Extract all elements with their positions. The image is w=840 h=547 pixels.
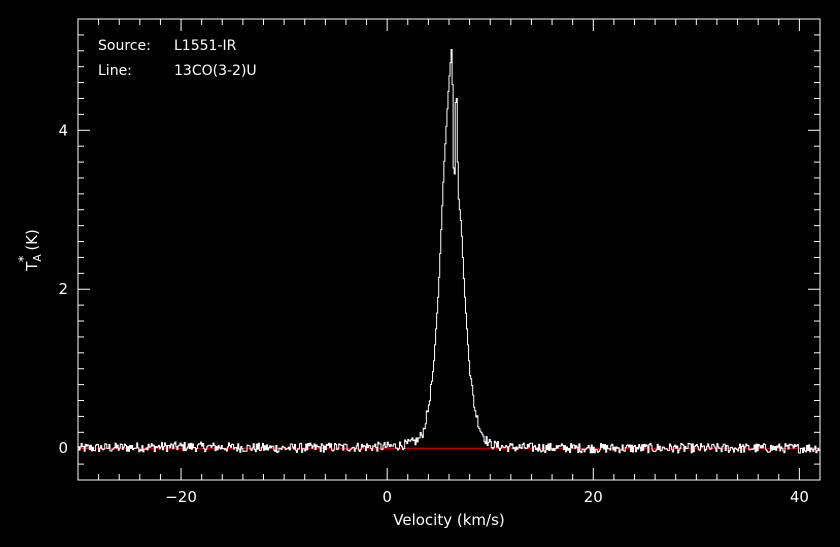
y-tick-label: 0 — [58, 439, 68, 457]
spectrum-series — [78, 48, 820, 454]
y-axis-title-unit: (K) — [23, 229, 41, 251]
y-axis-title-base: T — [23, 261, 41, 272]
source-value: L1551-IR — [174, 38, 237, 54]
tick-group — [77, 18, 821, 481]
source-label: Source: — [98, 38, 151, 54]
x-axis-title: Velocity (km/s) — [393, 511, 504, 529]
x-tick-label: 40 — [790, 488, 809, 506]
y-axis-title: TA* (K) — [17, 229, 44, 272]
line-label: Line: — [98, 63, 132, 79]
x-tick-label: −20 — [165, 488, 197, 506]
x-tick-label: 0 — [382, 488, 392, 506]
y-tick-label: 4 — [58, 121, 68, 139]
line-value: 13CO(3-2)U — [174, 63, 257, 79]
y-axis-title-sub: A — [31, 254, 44, 262]
y-axis-title-sup: * — [17, 255, 32, 262]
svg-text:TA*(K): TA* (K) — [17, 229, 44, 272]
tick-label-group: −20 0 20 40 0 2 4 — [58, 121, 808, 506]
y-tick-label: 2 — [58, 280, 68, 298]
x-tick-label: 20 — [584, 488, 603, 506]
